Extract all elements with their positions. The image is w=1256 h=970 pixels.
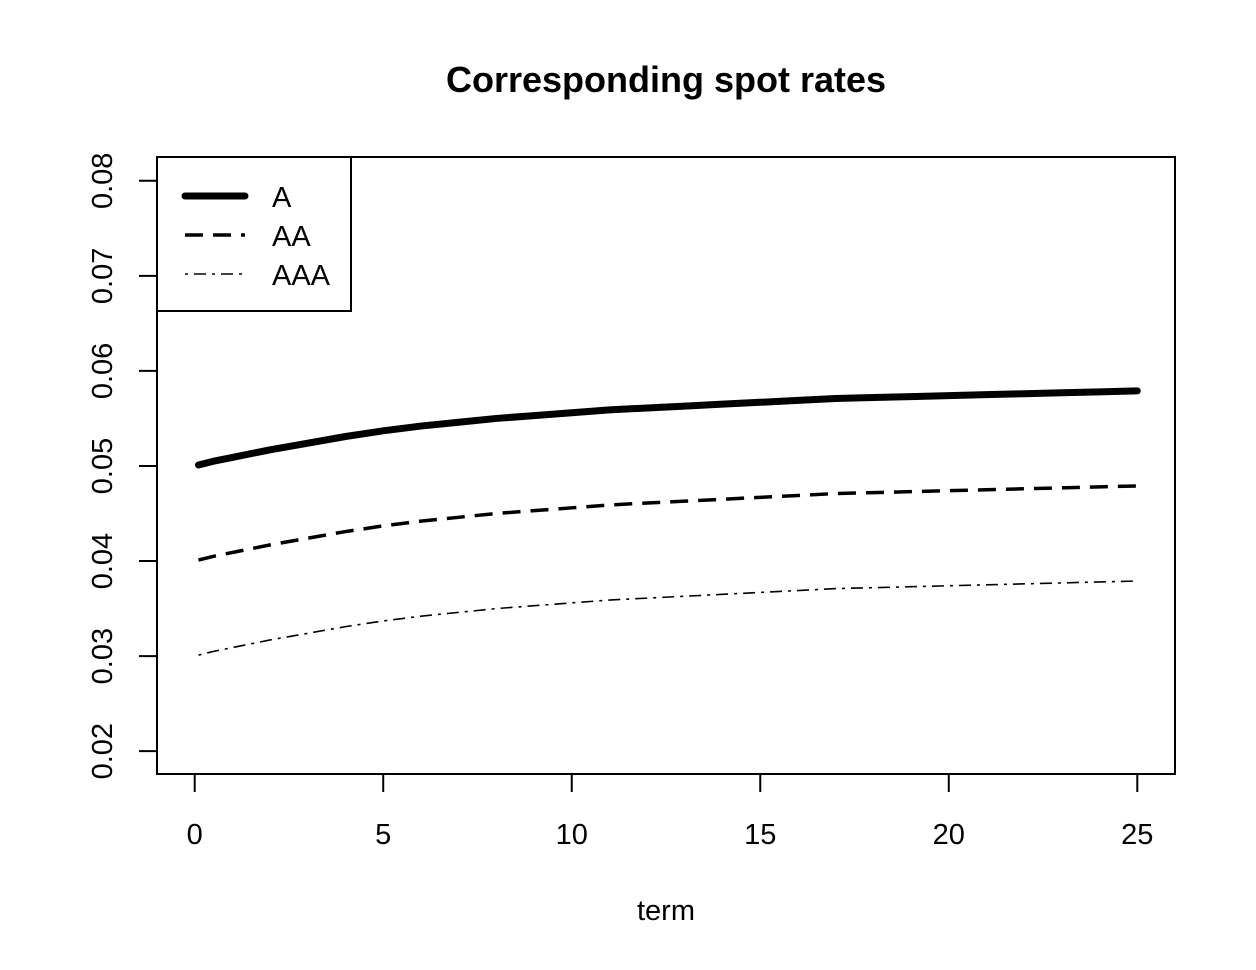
- y-tick-label: 0.04: [87, 533, 119, 589]
- plot-frame: [156, 156, 1176, 775]
- chart-title: Corresponding spot rates: [446, 59, 886, 100]
- legend-label-a: A: [272, 182, 292, 214]
- x-tick-label: 5: [375, 819, 391, 851]
- x-tick-label: 15: [744, 819, 776, 851]
- series-line-aa: [198, 484, 1138, 562]
- series-line-a: [194, 387, 1141, 469]
- y-tick-label: 0.03: [87, 628, 119, 684]
- legend-label-aaa: AAA: [272, 260, 331, 292]
- legend-label-aa: AA: [272, 221, 311, 253]
- x-tick-label: 0: [187, 819, 203, 851]
- y-tick-label: 0.08: [87, 153, 119, 209]
- x-axis-label: term: [637, 895, 695, 927]
- x-tick-label: 10: [556, 819, 588, 851]
- series-line-aaa: [198, 580, 1138, 656]
- x-tick-label: 25: [1121, 819, 1153, 851]
- y-tick-label: 0.02: [87, 723, 119, 779]
- y-tick-label: 0.05: [87, 438, 119, 494]
- y-tick-label: 0.07: [87, 248, 119, 304]
- x-tick-label: 20: [933, 819, 965, 851]
- series-layer: [194, 387, 1141, 656]
- y-tick-label: 0.06: [87, 343, 119, 399]
